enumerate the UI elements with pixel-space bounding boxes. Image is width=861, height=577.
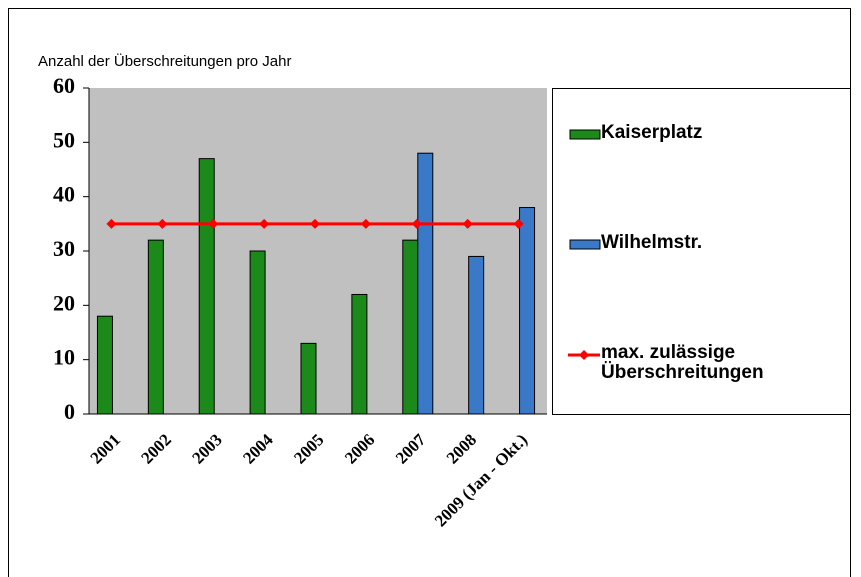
bar <box>519 207 536 415</box>
line-marker <box>411 218 422 229</box>
line-marker <box>208 218 219 229</box>
line-marker <box>462 218 473 229</box>
y-tick-label: 50 <box>53 127 75 152</box>
bar <box>300 342 317 415</box>
line-marker <box>259 218 270 229</box>
legend-label: Wilhelmstr. <box>601 232 703 253</box>
bar <box>351 293 368 415</box>
chart-title: Anzahl der Überschreitungen pro Jahr <box>38 52 291 70</box>
bar <box>417 152 434 415</box>
legend-label: Kaiserplatz <box>601 122 703 143</box>
legend-swatch <box>569 239 601 250</box>
legend-marker <box>579 350 589 360</box>
y-tick-label: 20 <box>53 290 75 315</box>
y-tick-label: 0 <box>64 399 75 424</box>
bar <box>468 255 485 415</box>
y-tick-label: 60 <box>53 73 75 98</box>
line-marker <box>157 218 168 229</box>
line-marker <box>513 218 524 229</box>
bar <box>249 250 266 415</box>
legend-swatch <box>569 129 601 140</box>
bar <box>147 239 164 415</box>
line-marker <box>360 218 371 229</box>
line-marker <box>106 218 117 229</box>
legend-label: max. zulässige Überschreitungen <box>601 342 764 383</box>
bar <box>402 239 419 415</box>
y-tick-label: 40 <box>53 182 75 207</box>
bar <box>198 158 215 415</box>
bar <box>96 315 113 415</box>
line-marker <box>310 218 320 229</box>
y-tick-label: 10 <box>53 345 75 370</box>
y-tick-label: 30 <box>53 236 75 261</box>
legend-box <box>552 88 851 415</box>
